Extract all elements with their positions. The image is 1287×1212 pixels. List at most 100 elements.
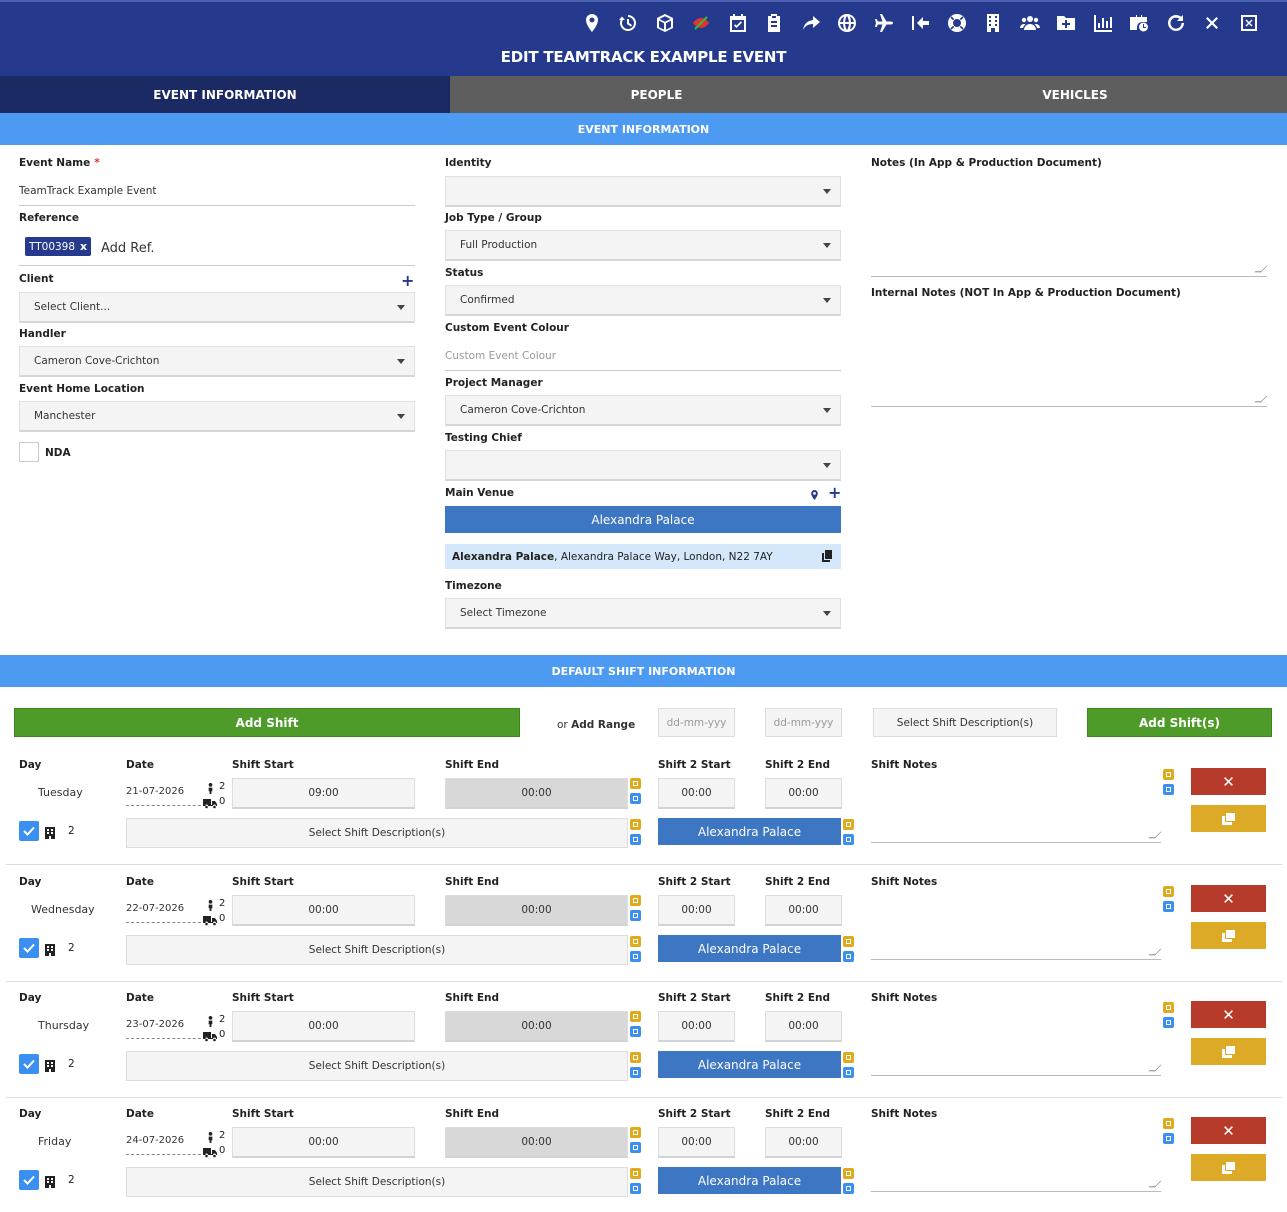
copy-icon[interactable]: [843, 1052, 854, 1063]
chip-remove-icon[interactable]: x: [80, 240, 88, 253]
remove-shift-button[interactable]: ✕: [1191, 1117, 1266, 1144]
shift-description-select[interactable]: Select Shift Description(s): [126, 1051, 628, 1081]
shift-end-input[interactable]: 00:00: [445, 1011, 628, 1042]
copy-icon[interactable]: [630, 1127, 641, 1138]
shift-end-input[interactable]: 00:00: [445, 778, 628, 809]
shift-enabled-checkbox[interactable]: [19, 1170, 39, 1190]
resize-handle-icon[interactable]: [1254, 265, 1268, 273]
shift-end-input[interactable]: 00:00: [445, 895, 628, 926]
resize-handle-icon[interactable]: [1148, 831, 1162, 839]
copy-icon[interactable]: [630, 819, 641, 830]
shift2-end-input[interactable]: 00:00: [765, 895, 842, 926]
window-close-icon[interactable]: [1231, 12, 1268, 34]
duplicate-notes-icon[interactable]: [1163, 901, 1174, 912]
duplicate-icon[interactable]: [630, 793, 641, 804]
add-client-icon[interactable]: +: [401, 271, 415, 290]
share-icon[interactable]: [793, 12, 830, 34]
duplicate-icon[interactable]: [630, 910, 641, 921]
resize-handle-icon[interactable]: [1148, 1064, 1162, 1072]
reference-input[interactable]: Add Ref.: [101, 241, 155, 256]
date-value[interactable]: 22-07-2026: [126, 903, 185, 914]
range-shift-description-select[interactable]: Select Shift Description(s): [873, 708, 1057, 737]
notes-textarea[interactable]: [871, 176, 1268, 277]
shift-description-select[interactable]: Select Shift Description(s): [126, 818, 628, 848]
shift-venue-button[interactable]: Alexandra Palace: [658, 1167, 841, 1194]
duplicate-icon[interactable]: [843, 951, 854, 962]
shift-start-input[interactable]: 00:00: [232, 1127, 415, 1158]
main-venue-button[interactable]: Alexandra Palace: [445, 506, 841, 533]
copy-notes-icon[interactable]: [1163, 1118, 1174, 1129]
tab-vehicles[interactable]: VEHICLES: [863, 76, 1287, 113]
add-range-link[interactable]: Add Range: [571, 719, 636, 731]
shift-description-select[interactable]: Select Shift Description(s): [126, 935, 628, 965]
duplicate-notes-icon[interactable]: [1163, 1017, 1174, 1028]
shift2-start-input[interactable]: 00:00: [658, 895, 735, 926]
copy-icon[interactable]: [630, 936, 641, 947]
shift-start-input[interactable]: 00:00: [232, 895, 415, 926]
copy-address-icon[interactable]: [822, 550, 832, 565]
chart-bar-icon[interactable]: [1085, 12, 1122, 34]
duplicate-notes-icon[interactable]: [1163, 784, 1174, 795]
shift-notes-textarea[interactable]: [871, 1012, 1162, 1076]
shift-notes-textarea[interactable]: [871, 1128, 1162, 1192]
remove-shift-button[interactable]: ✕: [1191, 1001, 1266, 1028]
shift2-end-input[interactable]: 00:00: [765, 778, 842, 809]
range-date-to-input[interactable]: dd-mm-yyy: [765, 708, 842, 737]
history-icon[interactable]: [610, 12, 647, 34]
add-shifts-button[interactable]: Add Shift(s): [1087, 708, 1272, 737]
add-venue-icon[interactable]: +: [828, 483, 842, 502]
shift-end-input[interactable]: 00:00: [445, 1127, 628, 1158]
duplicate-icon[interactable]: [630, 951, 641, 962]
shift-venue-button[interactable]: Alexandra Palace: [658, 935, 841, 962]
globe-icon[interactable]: [829, 12, 866, 34]
duplicate-shift-button[interactable]: [1191, 922, 1266, 949]
date-value[interactable]: 21-07-2026: [126, 786, 185, 797]
shift2-start-input[interactable]: 00:00: [658, 778, 735, 809]
copy-icon[interactable]: [630, 895, 641, 906]
building-icon[interactable]: [975, 12, 1012, 34]
shift-venue-button[interactable]: Alexandra Palace: [658, 818, 841, 845]
shift2-start-input[interactable]: 00:00: [658, 1011, 735, 1042]
copy-icon[interactable]: [630, 1168, 641, 1179]
identity-select[interactable]: [445, 176, 841, 207]
shift2-start-input[interactable]: 00:00: [658, 1127, 735, 1158]
shift-enabled-checkbox[interactable]: [19, 821, 39, 841]
duplicate-icon[interactable]: [630, 1067, 641, 1078]
add-shift-button[interactable]: Add Shift: [14, 708, 520, 737]
calendar-check-icon[interactable]: [720, 12, 757, 34]
duplicate-icon[interactable]: [843, 834, 854, 845]
copy-notes-icon[interactable]: [1163, 886, 1174, 897]
timezone-select[interactable]: Select Timezone: [445, 598, 841, 629]
duplicate-icon[interactable]: [843, 1183, 854, 1194]
duplicate-notes-icon[interactable]: [1163, 1133, 1174, 1144]
custom-colour-input[interactable]: Custom Event Colour: [445, 350, 557, 362]
duplicate-shift-button[interactable]: [1191, 805, 1266, 832]
refresh-icon[interactable]: [1158, 12, 1195, 34]
remove-shift-button[interactable]: ✕: [1191, 768, 1266, 795]
event-name-input[interactable]: TeamTrack Example Event: [19, 185, 157, 197]
duplicate-icon[interactable]: [630, 834, 641, 845]
copy-icon[interactable]: [630, 1052, 641, 1063]
duplicate-icon[interactable]: [630, 1183, 641, 1194]
plane-icon[interactable]: [866, 12, 903, 34]
duplicate-icon[interactable]: [630, 1026, 641, 1037]
shift-notes-textarea[interactable]: [871, 779, 1162, 843]
home-location-select[interactable]: Manchester: [19, 401, 415, 432]
eye-slash-icon[interactable]: [683, 12, 720, 34]
users-icon[interactable]: [1012, 12, 1049, 34]
date-value[interactable]: 24-07-2026: [126, 1135, 185, 1146]
copy-notes-icon[interactable]: [1163, 769, 1174, 780]
briefcase-clock-icon[interactable]: [1121, 12, 1158, 34]
copy-icon[interactable]: [630, 778, 641, 789]
testing-chief-select[interactable]: [445, 450, 841, 481]
shift-venue-button[interactable]: Alexandra Palace: [658, 1051, 841, 1078]
arrow-left-bar-icon[interactable]: [902, 12, 939, 34]
venue-map-pin-icon[interactable]: [809, 486, 820, 505]
duplicate-icon[interactable]: [843, 1067, 854, 1078]
shift2-end-input[interactable]: 00:00: [765, 1127, 842, 1158]
shift-start-input[interactable]: 09:00: [232, 778, 415, 809]
copy-notes-icon[interactable]: [1163, 1002, 1174, 1013]
range-date-from-input[interactable]: dd-mm-yyy: [658, 708, 735, 737]
handler-select[interactable]: Cameron Cove-Crichton: [19, 346, 415, 377]
internal-notes-textarea[interactable]: [871, 306, 1268, 407]
